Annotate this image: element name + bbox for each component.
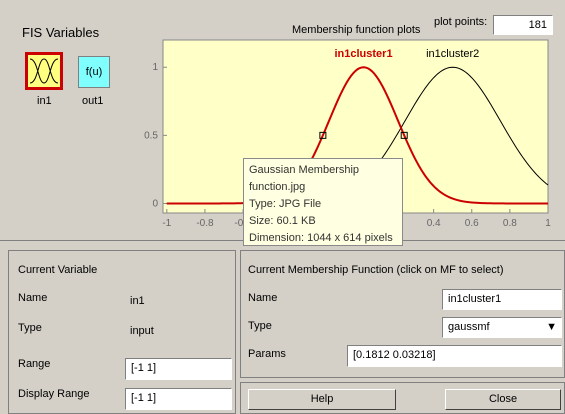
tooltip-line: Gaussian Membership: [249, 164, 360, 176]
y-tick-label: 0: [152, 198, 158, 209]
x-tick-label: 1: [545, 218, 551, 229]
tooltip: Gaussian Membership function.jpg Type: JPG…: [243, 158, 403, 246]
mf-name-label: Name: [248, 292, 278, 304]
mf-name-input[interactable]: in1cluster1: [442, 289, 562, 310]
cv-label: Range: [18, 358, 51, 370]
cv-label: Type: [18, 322, 42, 334]
close-button[interactable]: Close: [445, 389, 561, 410]
mf-params-input[interactable]: [0.1812 0.03218]: [347, 345, 562, 367]
tooltip-line: Dimension: 1044 x 614 pixels: [249, 232, 393, 244]
plot-points-input[interactable]: 181: [493, 15, 553, 35]
mf-params-label: Params: [248, 348, 286, 360]
mf-label: in1cluster1: [334, 48, 392, 60]
x-tick-label: 0.4: [427, 218, 441, 229]
mf-icon: [29, 58, 59, 84]
mf-type-label: Type: [248, 320, 272, 332]
y-tick-label: 1: [152, 62, 158, 73]
help-button[interactable]: Help: [248, 389, 396, 410]
cv-title: Current Variable: [18, 264, 98, 276]
mf-handle: [319, 131, 327, 139]
cv-value: in1: [130, 295, 145, 307]
plot-title: Membership function plots: [292, 24, 421, 36]
input-name: in1: [37, 95, 52, 107]
x-tick-label: -0.8: [196, 218, 214, 229]
tooltip-line: function.jpg: [249, 181, 306, 193]
output-name: out1: [82, 95, 104, 107]
cv-input[interactable]: [-1 1]: [125, 388, 232, 410]
x-tick-label: -1: [162, 218, 171, 229]
mf-title: Current Membership Function (click on MF…: [248, 264, 504, 276]
output-icon[interactable]: f(u): [78, 56, 110, 88]
plot-points-label: plot points:: [434, 16, 488, 28]
cv-label: Display Range: [18, 388, 90, 400]
mf-curve: [166, 66, 548, 205]
dropdown-arrow: ▼: [546, 321, 557, 333]
x-tick-label: 0.8: [503, 218, 517, 229]
input-icon[interactable]: [25, 52, 63, 90]
y-tick-label: 0.5: [144, 130, 158, 141]
fis-title: FIS Variables: [22, 25, 100, 40]
cv-input[interactable]: [-1 1]: [125, 358, 232, 380]
mf-type-dropdown[interactable]: gaussmf ▼: [442, 317, 562, 338]
mf-label: in1cluster2: [426, 48, 479, 60]
mf-handle: [400, 131, 408, 139]
cv-value: input: [130, 325, 154, 337]
tooltip-line: Type: JPG File: [249, 198, 322, 210]
tooltip-line: Size: 60.1 KB: [249, 215, 316, 227]
cv-label: Name: [18, 292, 48, 304]
mf-type-value: gaussmf: [448, 321, 490, 333]
x-tick-label: 0.6: [465, 218, 479, 229]
